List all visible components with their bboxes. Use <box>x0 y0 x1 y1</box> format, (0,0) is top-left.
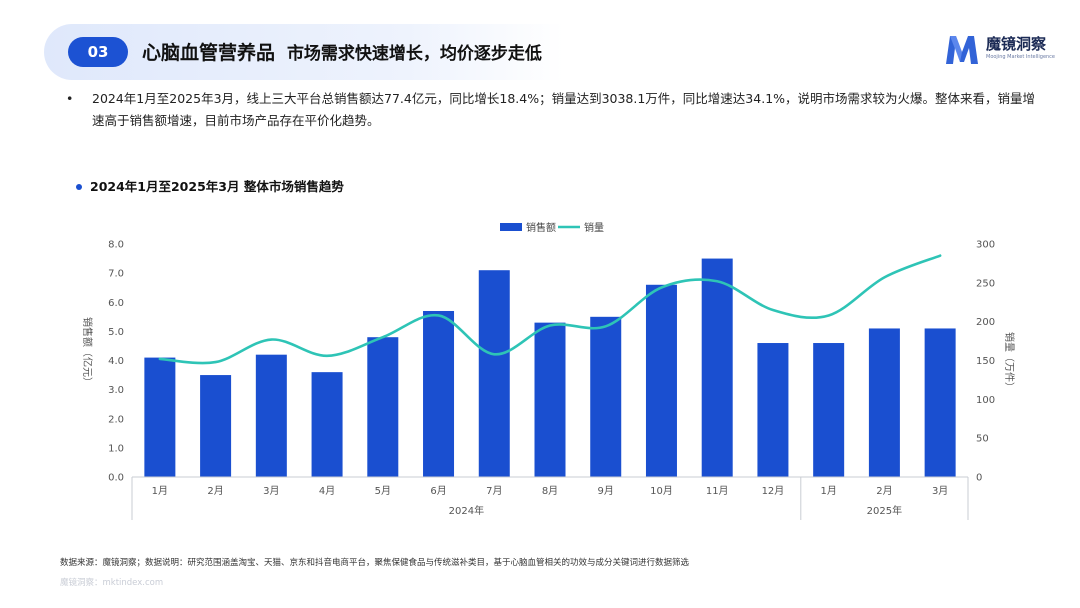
y-tick-label: 0.0 <box>108 473 124 484</box>
bar-13 <box>813 343 845 477</box>
page-title: 心脑血管营养品 市场需求快速增长，均价逐步走低 <box>142 38 542 65</box>
brand-logo-icon <box>946 36 978 64</box>
y2-tick-label: 0 <box>976 473 982 484</box>
x-tick-label: 7月 <box>486 485 502 497</box>
x-tick-label: 9月 <box>598 485 614 497</box>
y2-tick-label: 200 <box>976 317 995 328</box>
summary-bullet: • <box>66 91 74 106</box>
section-number-badge: 03 <box>68 37 128 67</box>
summary-paragraph: • 2024年1月至2025年3月，线上三大平台总销售额达77.4亿元，同比增长… <box>66 88 1036 132</box>
x-tick-label: 1月 <box>152 485 168 497</box>
brand-tagline: Moojing Market Intelligence <box>986 54 1056 60</box>
x-tick-label: 4月 <box>319 485 335 497</box>
y2-tick-label: 100 <box>976 395 995 406</box>
bar-12 <box>757 343 789 477</box>
y2-tick-label: 300 <box>976 240 995 251</box>
x-group-label: 2024年 <box>449 504 484 517</box>
bar-11 <box>701 258 733 477</box>
bar-8 <box>534 322 566 477</box>
x-tick-label: 2月 <box>207 485 223 497</box>
x-tick-label: 12月 <box>762 485 785 497</box>
x-tick-label: 8月 <box>542 485 558 497</box>
bar-2 <box>200 375 232 477</box>
y-tick-label: 2.0 <box>108 414 124 425</box>
summary-text: 2024年1月至2025年3月，线上三大平台总销售额达77.4亿元，同比增长18… <box>92 91 1036 128</box>
bar-1 <box>144 357 176 477</box>
legend-label-bar: 销售额 <box>526 221 556 234</box>
bar-3 <box>255 354 287 477</box>
y2-tick-label: 250 <box>976 278 995 289</box>
footer-brand: 魔镜洞察：mktindex.com <box>60 578 164 588</box>
x-group-label: 2025年 <box>867 504 902 517</box>
y-tick-label: 8.0 <box>108 240 124 251</box>
bar-10 <box>645 284 677 477</box>
x-tick-label: 6月 <box>430 485 446 497</box>
header-band <box>44 24 564 80</box>
x-tick-label: 11月 <box>706 485 729 497</box>
legend-swatch-bar <box>500 223 522 231</box>
y-tick-label: 4.0 <box>108 356 124 367</box>
x-tick-label: 3月 <box>263 485 279 497</box>
bar-6 <box>423 310 455 477</box>
legend-label-line: 销量 <box>584 221 604 234</box>
y2-tick-label: 150 <box>976 356 995 367</box>
bar-7 <box>478 270 510 477</box>
chart-title-dot <box>76 183 82 190</box>
x-tick-label: 2月 <box>876 485 892 497</box>
bar-4 <box>311 372 343 477</box>
y2-axis-title: 销量（万件） <box>1003 332 1016 392</box>
y-tick-label: 7.0 <box>108 269 124 280</box>
x-tick-label: 3月 <box>932 485 948 497</box>
x-tick-label: 1月 <box>820 485 836 497</box>
chart-title: 2024年1月至2025年3月 整体市场销售趋势 <box>76 176 344 195</box>
y-axis-title: 销售额（亿元） <box>81 317 94 387</box>
brand-name: 魔镜洞察 <box>986 35 1047 53</box>
bar-14 <box>868 328 900 477</box>
page-title-sub: 市场需求快速增长，均价逐步走低 <box>286 44 542 64</box>
bar-15 <box>924 328 956 477</box>
x-tick-label: 10月 <box>650 485 673 497</box>
bar-5 <box>367 337 399 477</box>
chart-title-text: 2024年1月至2025年3月 整体市场销售趋势 <box>90 179 344 194</box>
y-tick-label: 6.0 <box>108 298 124 309</box>
bar-9 <box>590 316 622 477</box>
x-tick-label: 5月 <box>375 485 391 497</box>
y-tick-label: 1.0 <box>108 443 124 454</box>
page-title-main: 心脑血管营养品 <box>142 42 276 64</box>
y-tick-label: 5.0 <box>108 327 124 338</box>
y-tick-label: 3.0 <box>108 385 124 396</box>
brand-logo: 魔镜洞察 Moojing Market Intelligence <box>944 30 1056 68</box>
data-source-footnote: 数据来源：魔镜洞察；数据说明：研究范围涵盖淘宝、天猫、京东和抖音电商平台，聚焦保… <box>60 558 690 568</box>
y2-tick-label: 50 <box>976 434 989 445</box>
